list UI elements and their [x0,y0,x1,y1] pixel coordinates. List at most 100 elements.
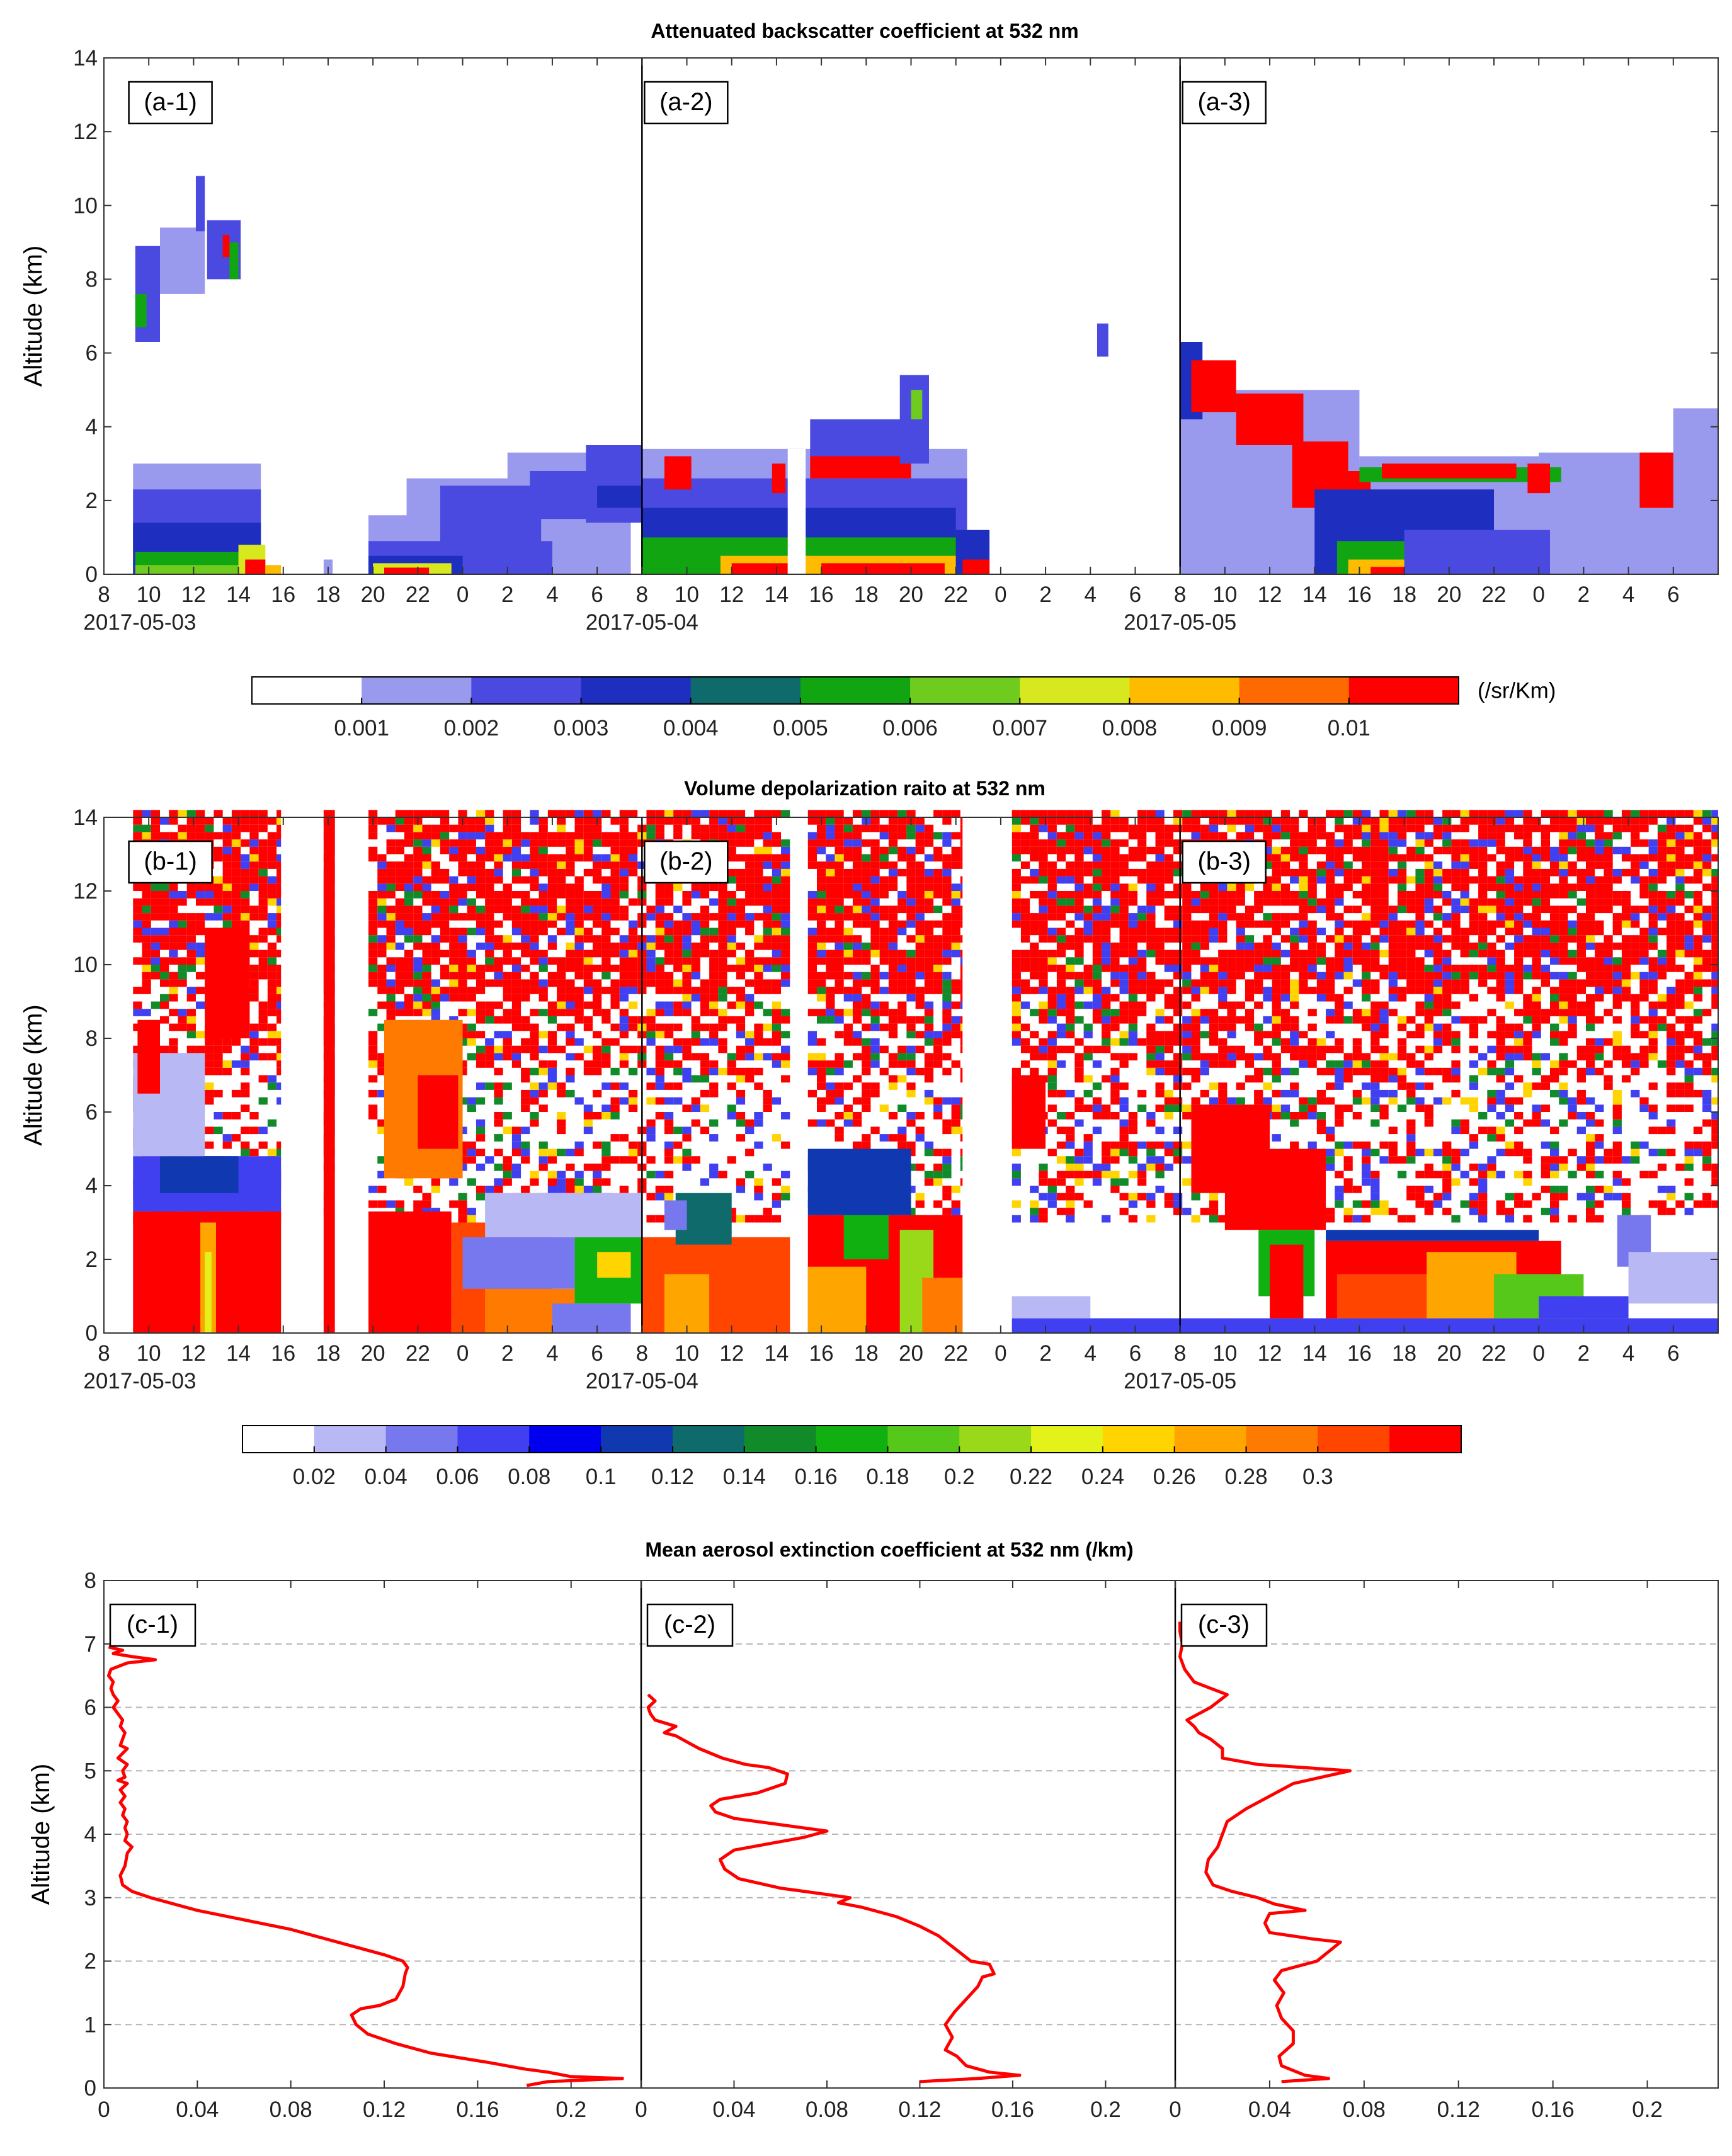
depolarization-cell [583,950,593,958]
depolarization-cell [1182,935,1192,943]
depolarization-cell [655,1193,664,1201]
depolarization-cell [1236,832,1245,840]
depolarization-cell [1110,1186,1120,1193]
depolarization-cell [214,905,223,914]
depolarization-cell [1191,950,1200,958]
depolarization-cell [718,965,727,972]
depolarization-cell [1280,898,1290,906]
depolarization-cell [241,913,250,921]
depolarization-cell [727,905,736,914]
depolarization-cell [1200,1208,1209,1215]
depolarization-cell [538,1067,548,1075]
depolarization-cell [879,1023,889,1031]
depolarization-cell [673,1045,683,1053]
depolarization-cell [249,1053,259,1061]
depolarization-cell [915,1067,925,1075]
depolarization-cell [754,824,763,832]
colorbar-label: 0.005 [773,716,828,740]
depolarization-cell [1290,898,1299,906]
depolarization-cell [1030,1200,1039,1208]
depolarization-cell [1451,942,1461,950]
depolarization-cell [1102,876,1111,884]
depolarization-cell [781,920,790,928]
depolarization-cell [897,846,907,854]
depolarization-cell [601,1149,611,1157]
depolarization-cell [745,928,755,936]
colorbar-swatch [1020,677,1131,704]
depolarization-cell [1290,957,1299,965]
depolarization-cell [222,913,232,921]
depolarization-cell [1299,854,1308,862]
depolarization-cell [1209,883,1219,891]
depolarization-cell [835,1053,844,1061]
depolarization-cell [142,965,151,972]
depolarization-cell [1335,972,1344,980]
depolarization-cell [258,876,268,884]
depolarization-cell [673,1009,683,1016]
depolarization-cell [583,832,593,840]
depolarization-cell [906,891,916,899]
depolarization-cell [888,920,898,928]
depolarization-cell [476,942,486,950]
depolarization-cell [610,861,620,869]
depolarization-cell [1173,994,1183,1002]
depolarization-cell [276,950,282,958]
depolarization-cell [1191,994,1200,1002]
depolarization-cell [835,950,844,958]
depolarization-cell [503,935,512,943]
depolarization-cell [709,810,719,817]
depolarization-cell [1326,957,1335,965]
depolarization-cell [1173,1200,1183,1208]
depolarization-cell [547,868,557,877]
depolarization-cell [745,824,755,832]
depolarization-cell [1362,839,1371,847]
depolarization-cell [404,972,414,980]
depolarization-cell [960,972,963,980]
depolarization-cell [1388,810,1398,817]
depolarization-cell [1451,898,1461,906]
depolarization-cell [951,1112,960,1120]
depolarization-cell [852,1141,862,1149]
depolarization-cell [1415,1104,1425,1112]
depolarization-cell [736,876,746,884]
depolarization-cell [386,876,396,884]
depolarization-cell [1236,957,1245,965]
depolarization-cell [736,905,746,914]
depolarization-cell [1200,883,1209,891]
depolarization-cell [709,979,719,987]
depolarization-cell [816,846,826,854]
depolarization-cell [205,1097,214,1105]
depolarization-cell [727,1053,736,1061]
depolarization-cell [1092,994,1102,1002]
depolarization-cell [1406,854,1416,862]
depolarization-cell [186,817,196,825]
depolarization-cell [511,1016,521,1024]
depolarization-cell [485,891,494,899]
depolarization-cell [1218,1023,1228,1031]
depolarization-cell [1074,957,1084,965]
depolarization-cell [267,891,277,899]
depolarization-cell [186,920,196,928]
depolarization-cell [574,1097,584,1105]
depolarization-cell [574,1038,584,1046]
depolarization-cell [781,839,790,847]
depolarization-cell [807,928,817,936]
depolarization-cell [646,913,656,921]
depolarization-cell [879,861,889,869]
depolarization-cell [879,891,889,899]
depolarization-cell [547,1082,557,1090]
depolarization-cell [1047,1119,1057,1127]
depolarization-cell [1173,1031,1183,1038]
depolarization-cell [205,883,214,891]
depolarization-cell [422,972,431,980]
depolarization-cell [718,913,727,921]
depolarization-cell [664,1031,674,1038]
depolarization-cell [862,883,871,891]
depolarization-cell [763,1009,772,1016]
depolarization-cell [1011,913,1021,921]
depolarization-cell [1442,1171,1452,1179]
depolarization-cell [879,957,889,965]
depolarization-cell [915,883,925,891]
depolarization-cell [1415,1031,1425,1038]
depolarization-cell [736,913,746,921]
